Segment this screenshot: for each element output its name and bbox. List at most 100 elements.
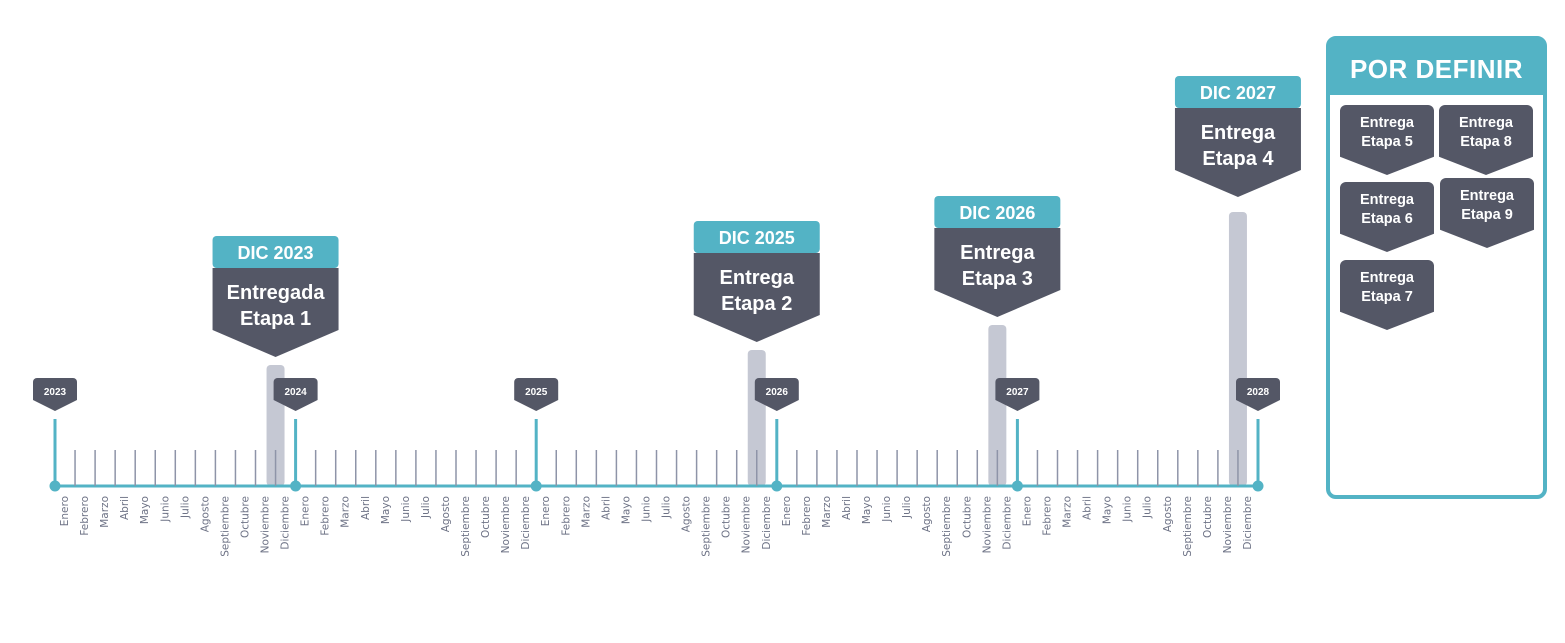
month-label: Julio: [901, 496, 913, 519]
milestone-flag: [693, 253, 820, 342]
month-label: Junio: [881, 496, 893, 523]
pending-item-etapa-5: Entrega Etapa 5: [1340, 105, 1434, 175]
milestone-subtitle: Etapa 3: [962, 268, 1033, 290]
month-label: Enero: [540, 496, 552, 526]
pending-item-line1: Entrega: [1459, 115, 1513, 131]
milestone-bar: [988, 325, 1007, 486]
month-label: Marzo: [99, 496, 111, 528]
month-label: Mayo: [861, 496, 873, 524]
pending-item-line2: Etapa 9: [1461, 207, 1513, 223]
pending-item-line2: Etapa 8: [1460, 134, 1512, 150]
month-label: Marzo: [580, 496, 592, 528]
month-label: Enero: [1021, 496, 1033, 526]
month-label: Agosto: [440, 496, 452, 532]
milestone-date-badge: [693, 221, 820, 253]
month-label: Noviembre: [260, 496, 272, 553]
month-label: Marzo: [1062, 496, 1074, 528]
year-label: 2024: [284, 387, 307, 398]
pending-item-line1: Entrega: [1360, 270, 1414, 286]
month-label: Diciembre: [280, 496, 292, 550]
pending-item-line1: Entrega: [1360, 115, 1414, 131]
month-label: Julio: [1142, 496, 1154, 519]
milestone-bar: [1228, 212, 1247, 486]
month-label: Mayo: [1102, 496, 1114, 524]
month-label: Diciembre: [1242, 496, 1254, 550]
month-label: Abril: [360, 496, 372, 520]
year-badge: [514, 378, 559, 411]
pending-panel: POR DEFINIR Entrega Etapa 5 Entrega Etap…: [1326, 36, 1547, 499]
pending-item-etapa-6: Entrega Etapa 6: [1340, 182, 1434, 252]
month-label: Abril: [119, 496, 131, 520]
month-label: Marzo: [340, 496, 352, 528]
month-label: Julio: [179, 496, 191, 519]
pending-item-line1: Entrega: [1360, 192, 1414, 208]
milestone-date-badge: [1174, 76, 1301, 108]
month-label: Septiembre: [701, 496, 713, 557]
month-label: Noviembre: [741, 496, 753, 553]
month-label: Septiembre: [219, 496, 231, 557]
year-label: 2027: [1006, 387, 1029, 398]
month-label: Agosto: [1162, 496, 1174, 532]
month-label: Febrero: [79, 496, 91, 536]
month-label: Noviembre: [1222, 496, 1234, 553]
milestone-date-badge: [934, 196, 1061, 228]
milestone-title: Entrega: [720, 267, 795, 289]
year-dot: [530, 480, 542, 492]
month-label: Junio: [400, 496, 412, 523]
year-dot: [1011, 480, 1023, 492]
month-label: Septiembre: [460, 496, 472, 557]
month-label: Junio: [159, 496, 171, 523]
month-label: Agosto: [921, 496, 933, 532]
month-label: Febrero: [320, 496, 332, 536]
milestone-flag: [934, 228, 1061, 317]
pending-item-etapa-9: Entrega Etapa 9: [1440, 178, 1534, 248]
month-label: Octubre: [239, 496, 251, 538]
milestone-flag: [212, 268, 339, 357]
year-dot: [1252, 480, 1264, 492]
year-label: 2026: [766, 387, 789, 398]
year-dot: [49, 480, 61, 492]
milestone-date: DIC 2026: [959, 203, 1035, 223]
pending-item-etapa-8: Entrega Etapa 8: [1439, 105, 1533, 175]
month-label: Noviembre: [500, 496, 512, 553]
month-label: Octubre: [1202, 496, 1214, 538]
year-label: 2028: [1247, 387, 1270, 398]
year-badge: [273, 378, 318, 411]
month-label: Mayo: [139, 496, 151, 524]
month-label: Octubre: [961, 496, 973, 538]
pending-item-line1: Entrega: [1460, 188, 1514, 204]
month-label: Febrero: [1041, 496, 1053, 536]
year-dot: [771, 480, 783, 492]
milestone-title: Entrega: [960, 242, 1035, 264]
month-label: Septiembre: [941, 496, 953, 557]
month-label: Julio: [420, 496, 432, 519]
month-label: Noviembre: [981, 496, 993, 553]
milestone-date: DIC 2027: [1200, 83, 1276, 103]
milestone-subtitle: Etapa 2: [721, 293, 792, 315]
month-label: Enero: [300, 496, 312, 526]
month-label: Abril: [600, 496, 612, 520]
milestone-title: Entrega: [1201, 122, 1276, 144]
year-dot: [290, 480, 302, 492]
month-label: Marzo: [821, 496, 833, 528]
year-badge: [33, 378, 77, 411]
month-label: Diciembre: [1001, 496, 1013, 550]
month-label: Enero: [781, 496, 793, 526]
milestone-date: DIC 2023: [238, 243, 314, 263]
year-label: 2023: [44, 387, 67, 398]
month-label: Mayo: [380, 496, 392, 524]
month-label: Abril: [1082, 496, 1094, 520]
month-label: Octubre: [480, 496, 492, 538]
month-label: Diciembre: [520, 496, 532, 550]
milestone-subtitle: Etapa 4: [1202, 148, 1274, 170]
month-label: Diciembre: [761, 496, 773, 550]
month-label: Octubre: [721, 496, 733, 538]
pending-item-line2: Etapa 5: [1361, 134, 1413, 150]
milestone-flag: [1174, 108, 1301, 197]
month-label: Febrero: [560, 496, 572, 536]
year-badge: [995, 378, 1040, 411]
pending-item-etapa-7: Entrega Etapa 7: [1340, 260, 1434, 330]
month-label: Abril: [841, 496, 853, 520]
month-label: Junio: [640, 496, 652, 523]
